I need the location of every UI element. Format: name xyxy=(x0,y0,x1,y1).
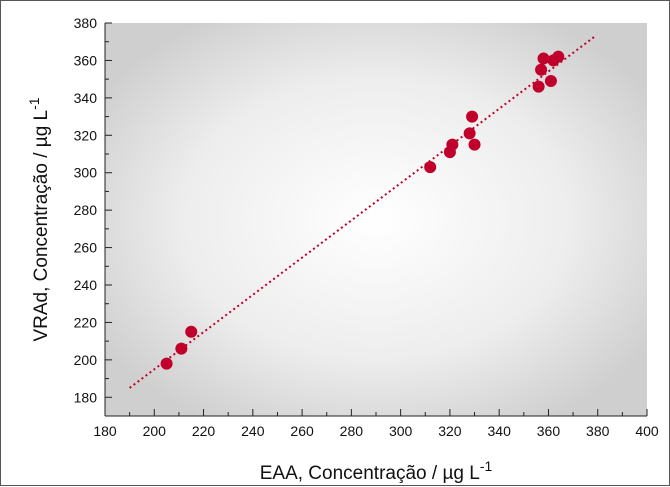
axes-layer: 180 200 220 240 260 280 300 320 340 360 380 400 180 2… xyxy=(74,15,659,439)
x-tick-label: 220 xyxy=(192,423,216,439)
data-point xyxy=(537,52,550,65)
data-point xyxy=(532,80,545,93)
y-tick-label: 200 xyxy=(74,352,98,368)
labels-layer: EAA, Concentração / µg L-1 VRAd, Concent… xyxy=(26,97,492,484)
trend-line xyxy=(129,35,596,389)
x-tick-label: 300 xyxy=(389,423,413,439)
data-point xyxy=(463,127,476,140)
data-point xyxy=(466,110,479,123)
x-axis-title: EAA, Concentração / µg L-1 xyxy=(260,458,493,484)
y-tick-label: 240 xyxy=(74,277,98,293)
data-point xyxy=(535,63,548,76)
data-point xyxy=(446,138,459,151)
data-points-layer xyxy=(160,50,565,370)
x-tick-label: 360 xyxy=(537,423,561,439)
x-tick-label: 400 xyxy=(635,423,659,439)
data-point xyxy=(544,75,557,88)
y-axis-title: VRAd, Concentração / µg L-1 xyxy=(26,97,52,341)
trend-line-layer xyxy=(129,35,596,389)
data-point xyxy=(160,357,173,370)
data-point xyxy=(468,138,481,151)
x-tick-label: 240 xyxy=(241,423,265,439)
data-point xyxy=(424,161,437,174)
y-tick-label: 360 xyxy=(74,52,98,68)
plot-area xyxy=(105,23,647,416)
x-tick-label: 280 xyxy=(340,423,364,439)
data-point xyxy=(175,342,188,355)
x-tick-label: 260 xyxy=(290,423,314,439)
y-tick-label: 380 xyxy=(74,15,98,31)
y-tick-label: 300 xyxy=(74,165,98,181)
x-tick-label: 180 xyxy=(93,423,117,439)
y-tick-label: 220 xyxy=(74,314,98,330)
data-point xyxy=(552,50,565,63)
y-tick-label: 340 xyxy=(74,90,98,106)
x-tick-label: 200 xyxy=(143,423,167,439)
y-tick-label: 260 xyxy=(74,240,98,256)
x-tick-label: 320 xyxy=(438,423,462,439)
x-tick-label: 380 xyxy=(586,423,610,439)
y-tick-label: 320 xyxy=(74,127,98,143)
y-tick-label: 180 xyxy=(74,389,98,405)
data-point xyxy=(185,325,198,338)
y-tick-label: 280 xyxy=(74,202,98,218)
x-tick-label: 340 xyxy=(488,423,512,439)
